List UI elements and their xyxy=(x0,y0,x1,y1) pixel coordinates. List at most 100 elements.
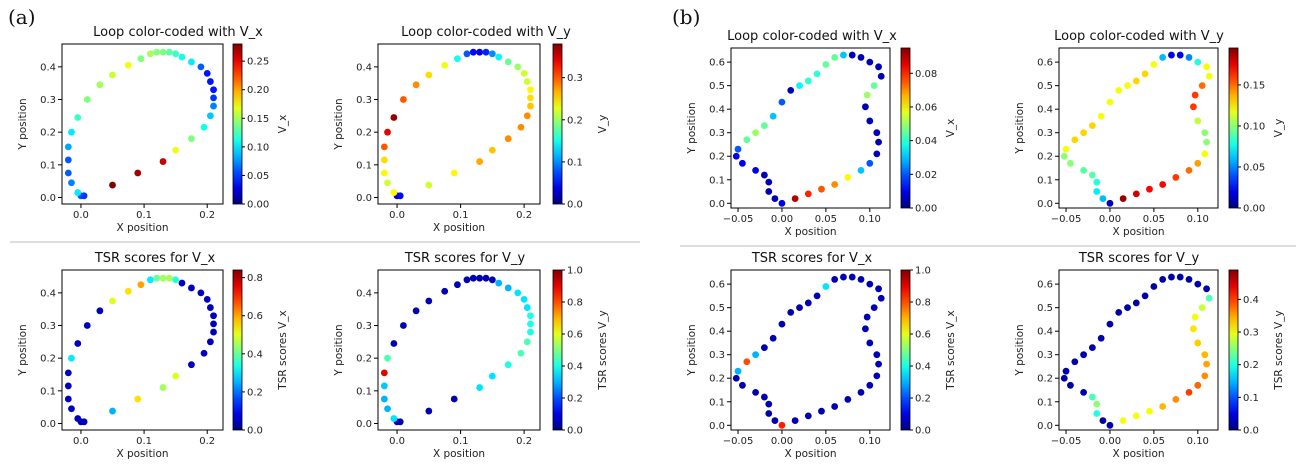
x-tick-label: 0.2 xyxy=(516,436,532,447)
data-point xyxy=(870,82,878,90)
y-tick-label: 0.2 xyxy=(1037,374,1053,385)
colorbar-tick-label: 0.6 xyxy=(915,330,931,341)
data-point xyxy=(425,71,433,79)
data-point xyxy=(862,103,869,111)
data-point xyxy=(469,274,477,282)
colorbar-tick-label: 0.6 xyxy=(247,311,263,322)
data-point xyxy=(769,112,777,120)
data-point xyxy=(488,276,496,284)
data-point xyxy=(771,417,779,424)
y-tick-label: 0.4 xyxy=(709,105,725,116)
data-point xyxy=(791,195,799,202)
data-point xyxy=(380,156,388,164)
data-point xyxy=(1097,334,1105,342)
data-point xyxy=(875,63,882,71)
x-axis-label: X position xyxy=(784,448,836,460)
data-point xyxy=(64,369,72,377)
data-point xyxy=(1088,344,1096,352)
data-point xyxy=(523,304,531,311)
colorbar-tick-label: 0.3 xyxy=(1243,328,1259,339)
data-point xyxy=(1067,381,1074,389)
data-point xyxy=(454,55,461,63)
data-point xyxy=(734,145,742,153)
data-point xyxy=(178,279,186,287)
data-point xyxy=(96,81,104,89)
data-point xyxy=(818,407,825,415)
data-point xyxy=(1067,159,1074,167)
x-tick-label: 0.00 xyxy=(1099,214,1121,225)
data-point xyxy=(796,82,803,90)
data-point xyxy=(1201,351,1209,359)
data-point xyxy=(80,192,88,200)
data-point xyxy=(188,58,195,66)
data-point xyxy=(172,276,180,284)
data-point xyxy=(1203,63,1210,71)
data-point xyxy=(1201,372,1209,380)
data-point xyxy=(873,150,881,158)
data-point xyxy=(380,395,388,403)
data-point xyxy=(520,295,528,303)
data-point xyxy=(857,388,865,396)
data-point xyxy=(400,322,407,329)
data-point xyxy=(844,396,852,403)
data-point xyxy=(527,320,534,328)
data-point xyxy=(752,166,759,174)
x-tick-label: 0.2 xyxy=(516,210,532,221)
colorbar-tick-label: 1.0 xyxy=(567,266,583,277)
colorbar-tick-label: 0.0 xyxy=(247,426,263,437)
data-point xyxy=(866,280,874,288)
data-point xyxy=(134,395,142,403)
data-point xyxy=(875,138,882,146)
data-point xyxy=(137,55,145,63)
data-point xyxy=(862,325,869,333)
colorbar-label: V_y xyxy=(597,115,609,134)
data-point xyxy=(396,192,404,200)
panel-label-b: (b) xyxy=(672,5,700,29)
x-tick-label: 0.10 xyxy=(1187,436,1209,447)
x-tick-label: −0.05 xyxy=(723,436,754,447)
data-point xyxy=(476,384,484,391)
data-point xyxy=(146,276,154,284)
colorbar-tick-label: 0.00 xyxy=(247,200,269,211)
data-point xyxy=(200,123,208,131)
data-point xyxy=(1132,190,1140,198)
data-point xyxy=(109,407,116,415)
data-point xyxy=(68,354,75,362)
colorbar-label: V_y xyxy=(1273,119,1285,138)
data-point xyxy=(380,169,388,177)
plot-frame xyxy=(730,269,891,431)
data-point xyxy=(1088,393,1096,401)
chart-3: TSR scores for V_y 0.0 0.1 0.2 0.0 0.1 0.2 0.3 0… xyxy=(333,251,609,460)
x-tick-label: 0.05 xyxy=(1143,214,1165,225)
data-point xyxy=(1150,283,1158,290)
data-point xyxy=(791,417,799,424)
data-point xyxy=(206,338,214,346)
data-point xyxy=(74,114,82,121)
chart-title: Loop color-coded with V_y xyxy=(401,25,571,40)
data-point xyxy=(1115,308,1123,316)
data-point xyxy=(476,48,484,56)
data-point xyxy=(1060,152,1068,160)
data-point xyxy=(384,354,391,362)
data-point xyxy=(210,102,217,110)
data-point xyxy=(476,274,484,282)
data-point xyxy=(124,287,132,295)
colorbar-tick-label: 0.10 xyxy=(247,142,269,153)
data-point xyxy=(517,123,525,131)
data-point xyxy=(396,418,404,426)
data-point xyxy=(1159,403,1167,410)
y-tick-label: 0.3 xyxy=(709,350,725,361)
y-axis-label: Y position xyxy=(17,98,29,150)
data-point xyxy=(68,405,75,413)
data-point xyxy=(1191,91,1199,99)
data-point xyxy=(1060,374,1068,382)
data-point xyxy=(520,69,528,77)
data-point xyxy=(517,349,525,357)
data-point xyxy=(210,312,217,320)
data-point xyxy=(210,86,217,94)
y-tick-label: 0.1 xyxy=(709,175,725,186)
data-point xyxy=(384,405,391,413)
data-point xyxy=(469,48,477,56)
data-point xyxy=(778,199,786,207)
data-point xyxy=(752,351,759,359)
